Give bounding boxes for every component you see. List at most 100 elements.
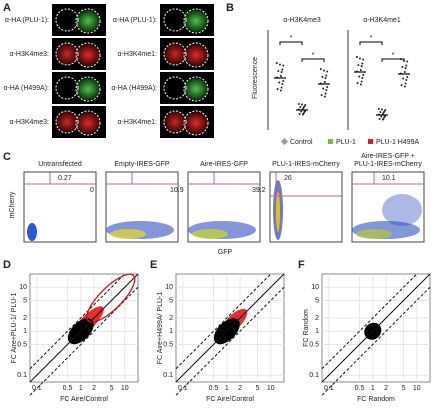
data-point: • xyxy=(304,102,307,109)
legend-label: Control xyxy=(290,139,313,146)
plot-title: α-H3K4me1 xyxy=(363,17,401,24)
data-point: • xyxy=(382,110,385,117)
x-axis-label: FC Aire/Control xyxy=(206,396,254,403)
data-point: • xyxy=(277,68,280,75)
data-point: • xyxy=(280,74,283,81)
cell xyxy=(76,78,100,100)
data-point: • xyxy=(326,85,329,92)
image-label: α-HA (PLU-1): xyxy=(113,17,157,24)
y-tick-label: 5 xyxy=(315,297,319,304)
cell xyxy=(76,44,100,66)
cell-outline xyxy=(163,76,187,100)
cell xyxy=(76,112,100,134)
data-point: • xyxy=(384,113,387,120)
y-tick-label: 0.5 xyxy=(309,341,319,348)
data-point: • xyxy=(358,74,361,81)
significance: * xyxy=(290,35,293,42)
cell-outline xyxy=(75,110,101,136)
cell xyxy=(184,10,208,32)
data-point: • xyxy=(359,56,362,63)
panel-label: D xyxy=(3,259,11,271)
cell-outline xyxy=(183,42,209,68)
cell-outline xyxy=(163,110,187,134)
y-tick-label: 2 xyxy=(23,315,27,322)
data-point: • xyxy=(325,87,328,94)
significance: * xyxy=(392,52,395,59)
data-point: • xyxy=(379,109,382,116)
plot-title: Aire-IRES-GFP xyxy=(200,161,248,168)
y-tick-label: 2 xyxy=(169,315,173,322)
cell-outline xyxy=(55,42,79,66)
cell xyxy=(184,44,208,66)
data-point: • xyxy=(383,109,386,116)
y-tick-label: 1 xyxy=(315,328,319,335)
data-point: • xyxy=(282,63,285,70)
data-point: • xyxy=(382,117,385,124)
data-point: • xyxy=(324,76,327,83)
data-point: • xyxy=(404,66,407,73)
data-point: • xyxy=(356,55,359,62)
x-tick-label: 1 xyxy=(79,385,83,392)
data-point: • xyxy=(360,79,363,86)
x-tick-label: 5 xyxy=(256,385,260,392)
cell-cloud xyxy=(276,192,280,232)
quadrant-value: 0.27 xyxy=(58,175,72,182)
diagonal xyxy=(321,273,418,370)
x-tick-label: 5 xyxy=(110,385,114,392)
data-point: • xyxy=(325,73,328,80)
x-axis-label: GFP xyxy=(218,249,233,256)
legend-swatch xyxy=(328,139,333,144)
data-point: • xyxy=(302,112,305,119)
cell xyxy=(56,111,78,133)
cell-cloud xyxy=(192,229,228,239)
panel-label: B xyxy=(226,2,234,14)
data-point: • xyxy=(381,107,384,114)
image-label: α-H3K4me1: xyxy=(118,119,158,126)
data-point: • xyxy=(384,107,387,114)
diagonal xyxy=(321,273,431,383)
data-point: • xyxy=(362,57,365,64)
data-point: • xyxy=(299,104,302,111)
y-tick-label: 10 xyxy=(19,284,27,291)
cell-outline xyxy=(183,8,209,34)
bracket xyxy=(381,58,405,62)
data-point: • xyxy=(300,109,303,116)
y-tick-label: 5 xyxy=(169,297,173,304)
x-tick-label: 10 xyxy=(121,385,129,392)
diagonal xyxy=(321,286,431,396)
data-point: • xyxy=(302,111,305,118)
data-point: • xyxy=(404,84,407,91)
data-point: • xyxy=(383,114,386,121)
y-tick-label: 1 xyxy=(169,328,173,335)
data-point: • xyxy=(361,75,364,82)
data-point: • xyxy=(404,70,407,77)
cell-cloud xyxy=(110,229,146,239)
bracket xyxy=(279,41,303,45)
x-tick-label: 0.5 xyxy=(63,385,73,392)
cell-outline xyxy=(75,8,101,34)
x-tick-label: 0.1 xyxy=(178,385,188,392)
y-tick-label: 0.1 xyxy=(163,372,173,379)
data-point: • xyxy=(323,68,326,75)
plot-title: Untransfected xyxy=(38,161,82,168)
data-point: • xyxy=(406,59,409,66)
quadrant-value: 10.9 xyxy=(170,187,184,194)
data-point: • xyxy=(405,77,408,84)
data-point: • xyxy=(320,67,323,74)
cell-outline xyxy=(55,8,79,32)
y-axis-label: FC Aire+H499A/ PLU-1 xyxy=(157,292,164,365)
cell-cloud xyxy=(356,229,392,239)
cell-outline xyxy=(183,76,209,102)
image-label: α-H3K4me3: xyxy=(10,51,50,58)
y-axis-label: Fluorescence xyxy=(252,57,259,99)
diagonal xyxy=(175,273,285,383)
cell xyxy=(76,10,100,32)
quadrant-value: 39.2 xyxy=(252,187,266,194)
plot-title: PLU-1-IRES-mCherry xyxy=(354,161,422,168)
x-tick-label: 1 xyxy=(225,385,229,392)
y-tick-label: 1 xyxy=(23,328,27,335)
significance: * xyxy=(370,35,373,42)
y-tick-label: 10 xyxy=(165,284,173,291)
data-point: • xyxy=(276,61,279,68)
